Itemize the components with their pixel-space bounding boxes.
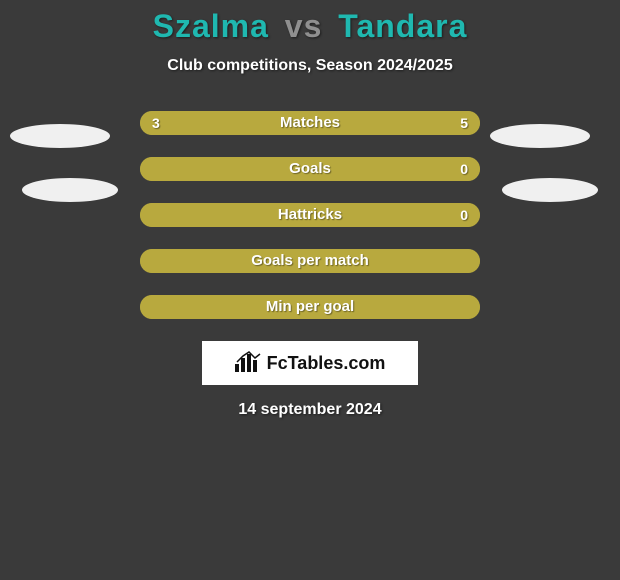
stat-row: Min per goal [140,295,480,319]
subtitle: Club competitions, Season 2024/2025 [0,57,620,75]
stat-row: Goals per match [140,249,480,273]
logo-box: FcTables.com [202,341,418,385]
stats-section: Matches35Goals0Hattricks0Goals per match… [140,111,480,319]
stat-row: Hattricks0 [140,203,480,227]
stat-label: Goals per match [140,249,480,273]
stat-label: Goals [140,157,480,181]
stat-value-right: 0 [460,203,468,227]
logo-icon [235,350,261,377]
stat-row: Goals0 [140,157,480,181]
stat-label: Matches [140,111,480,135]
stat-row: Matches3 5 [140,111,480,135]
vs-text: vs [285,8,323,44]
decorative-ellipse [10,124,110,148]
title: Szalma vs Tandara [0,0,620,45]
date-text: 14 september 2024 [0,401,620,419]
decorative-ellipse [502,178,598,202]
logo-text: FcTables.com [267,353,386,374]
decorative-ellipse [22,178,118,202]
comparison-card: Szalma vs Tandara Club competitions, Sea… [0,0,620,580]
player1-name: Szalma [153,8,269,44]
stat-value-left: 3 [152,111,160,135]
player2-name: Tandara [338,8,467,44]
stat-value-right: 0 [460,157,468,181]
stat-label: Hattricks [140,203,480,227]
stat-value-right: 5 [460,111,468,135]
decorative-ellipse [490,124,590,148]
stat-label: Min per goal [140,295,480,319]
